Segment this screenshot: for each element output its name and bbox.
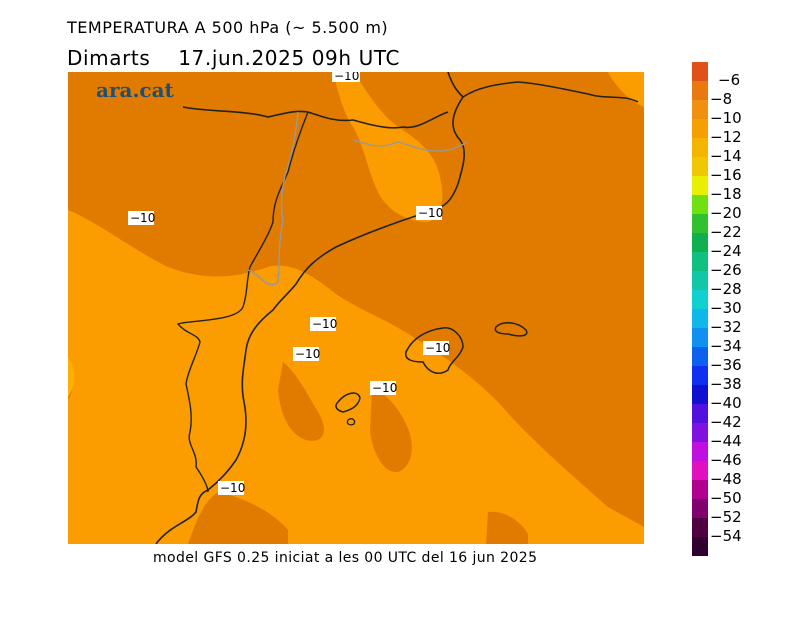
- legend-label: −26: [710, 261, 742, 279]
- svg-text:−10: −10: [334, 72, 359, 83]
- legend-label: −44: [710, 432, 742, 450]
- legend-swatch: [692, 195, 708, 214]
- legend-swatch: [692, 100, 708, 119]
- contour-label: −10: [128, 211, 155, 225]
- legend-label: −34: [710, 337, 742, 355]
- legend-label: −48: [710, 470, 742, 488]
- island-formentera: [346, 418, 356, 426]
- contour-label: −10: [310, 317, 337, 331]
- temperature-map: −10 −10 −10 −10 −10 −10 −10 −10: [68, 72, 644, 544]
- svg-text:−10: −10: [418, 206, 443, 220]
- legend-swatch: [692, 271, 708, 290]
- color-legend: [692, 62, 708, 556]
- legend-swatch: [692, 176, 708, 195]
- legend-swatch: [692, 119, 708, 138]
- legend-swatch: [692, 157, 708, 176]
- legend-swatch: [692, 385, 708, 404]
- map-title: TEMPERATURA A 500 hPa (~ 5.500 m): [67, 18, 389, 37]
- field-warm-patch-2: [370, 390, 412, 473]
- legend-swatch: [692, 423, 708, 442]
- legend-swatch: [692, 366, 708, 385]
- svg-text:−10: −10: [220, 481, 245, 495]
- brand-logo: ara.cat: [96, 78, 174, 102]
- legend-swatch: [692, 442, 708, 461]
- legend-label: −42: [710, 413, 742, 431]
- legend-swatch: [692, 233, 708, 252]
- coastline-france: [462, 81, 639, 103]
- legend-label: −36: [710, 356, 742, 374]
- field-cold-blob-east: [608, 72, 644, 107]
- legend-label: −6: [718, 71, 741, 89]
- legend-label: −38: [710, 375, 742, 393]
- contour-label: −10: [423, 341, 450, 355]
- contour-label: −10: [332, 72, 360, 83]
- island-mallorca: [404, 327, 464, 374]
- legend-label: −40: [710, 394, 742, 412]
- legend-swatch: [692, 404, 708, 423]
- legend-swatch: [692, 214, 708, 233]
- legend-swatch: [692, 347, 708, 366]
- svg-text:−10: −10: [130, 211, 155, 225]
- region-border-west: [176, 111, 309, 493]
- legend-swatch: [692, 309, 708, 328]
- legend-swatch: [692, 252, 708, 271]
- map-subtitle: Dimarts 17.jun.2025 09h UTC: [67, 46, 401, 70]
- legend-swatch: [692, 328, 708, 347]
- legend-label: −54: [710, 527, 742, 545]
- legend-swatch: [692, 81, 708, 100]
- legend-label: −52: [710, 508, 742, 526]
- contour-label: −10: [293, 347, 320, 361]
- svg-text:−10: −10: [372, 381, 397, 395]
- legend-label: −14: [710, 147, 742, 165]
- island-menorca: [494, 322, 528, 337]
- legend-swatch: [692, 480, 708, 499]
- field-cold-blob-north: [333, 72, 443, 222]
- legend-label: −32: [710, 318, 742, 336]
- legend-swatch: [692, 62, 708, 81]
- legend-label: −46: [710, 451, 742, 469]
- legend-label: −24: [710, 242, 742, 260]
- legend-label: −20: [710, 204, 742, 222]
- legend-label: −22: [710, 223, 742, 241]
- field-light-edge-left: [68, 357, 75, 397]
- legend-swatch: [692, 290, 708, 309]
- field-warm-patch-4: [486, 511, 528, 544]
- model-caption: model GFS 0.25 iniciat a les 00 UTC del …: [153, 550, 538, 566]
- svg-text:−10: −10: [312, 317, 337, 331]
- legend-label: −28: [710, 280, 742, 298]
- island-ibiza: [335, 392, 361, 413]
- contour-label: −10: [370, 381, 397, 395]
- legend-swatch: [692, 499, 708, 518]
- contour-label: −10: [416, 206, 443, 220]
- legend-label: −12: [710, 128, 742, 146]
- legend-swatch: [692, 518, 708, 537]
- legend-label: −18: [710, 185, 742, 203]
- legend-swatch: [692, 138, 708, 157]
- legend-swatch: [692, 537, 708, 556]
- legend-label: −10: [710, 109, 742, 127]
- svg-text:−10: −10: [295, 347, 320, 361]
- field-warm-patch-1: [278, 362, 325, 441]
- admin-border-grey: [247, 111, 469, 286]
- legend-label: −30: [710, 299, 742, 317]
- country-border: [182, 106, 449, 129]
- legend-label: −8: [710, 90, 733, 108]
- contour-label: −10: [218, 481, 245, 495]
- svg-text:−10: −10: [425, 341, 450, 355]
- legend-label: −50: [710, 489, 742, 507]
- field-cold-region: [68, 210, 644, 544]
- legend-label: −16: [710, 166, 742, 184]
- legend-swatch: [692, 461, 708, 480]
- field-warm-patch-3: [188, 492, 288, 544]
